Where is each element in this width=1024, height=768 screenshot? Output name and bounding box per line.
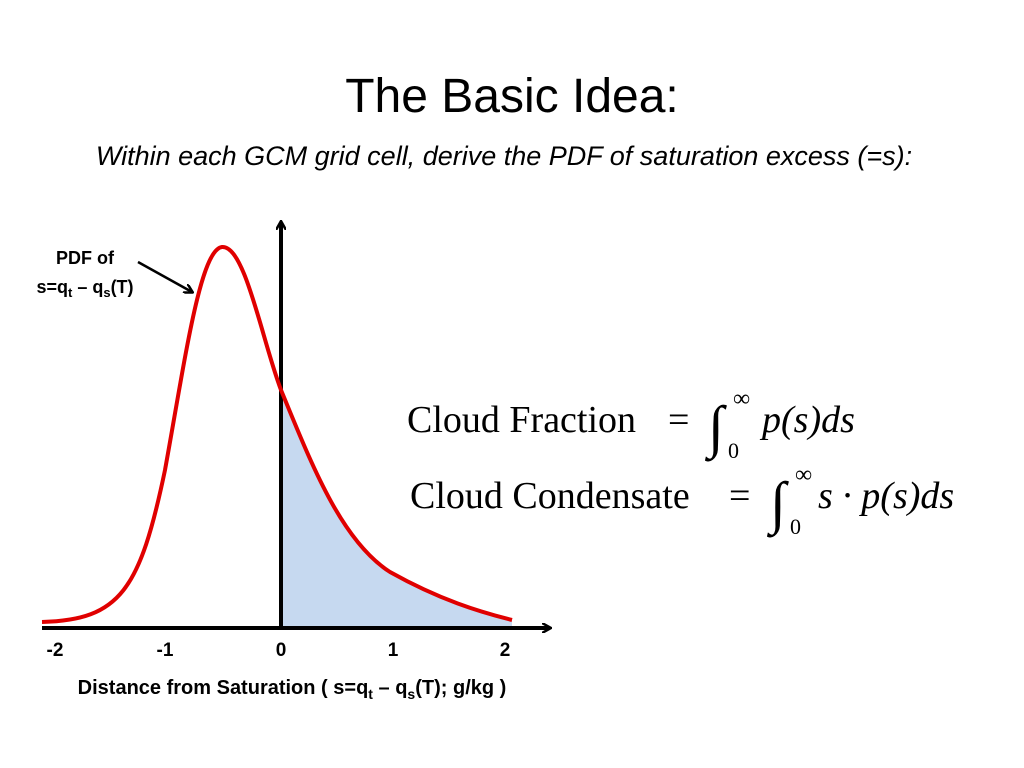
integral: ∫ xyxy=(766,470,789,538)
subscript: s xyxy=(407,686,415,702)
integral: ∫ xyxy=(704,394,727,462)
subscript: s xyxy=(103,285,110,300)
tick-label: 2 xyxy=(500,640,511,661)
text: (T); g/kg ) xyxy=(415,677,506,699)
annotation-arrow xyxy=(137,260,192,292)
text: Distance from Saturation ( s=q xyxy=(78,677,369,699)
annotation-line2: s=qt – qs(T) xyxy=(36,277,133,300)
shaded-area xyxy=(281,390,512,628)
upper-limit: ∞ xyxy=(795,462,812,488)
tick-label: 0 xyxy=(276,640,287,661)
annotation-line1: PDF of xyxy=(56,248,115,268)
equals: = xyxy=(729,475,750,517)
text: – q xyxy=(72,277,103,297)
axis-label: Distance from Saturation ( s=qt – qs(T);… xyxy=(78,677,507,702)
subtitle: Within each GCM grid cell, derive the PD… xyxy=(96,141,912,171)
subscript: t xyxy=(68,285,73,300)
upper-limit: ∞ xyxy=(733,386,750,412)
lower-limit: 0 xyxy=(790,514,801,539)
equation: Cloud Condensate = ∫ ∞ 0 s · p(s)ds xyxy=(410,462,954,539)
text: (T) xyxy=(111,277,134,297)
subscript: t xyxy=(368,686,373,702)
pdf-curve xyxy=(41,245,513,624)
tick-label: -1 xyxy=(157,640,174,661)
equation-lhs: Cloud Condensate xyxy=(410,475,690,517)
text: s=q xyxy=(36,277,68,297)
integrand: p(s)ds xyxy=(759,399,855,441)
title: The Basic Idea: xyxy=(345,70,679,123)
tick-label: 1 xyxy=(388,640,399,661)
lower-limit: 0 xyxy=(728,438,739,463)
equation: Cloud Fraction = ∫ ∞ 0 p(s)ds xyxy=(407,386,855,463)
equation-lhs: Cloud Fraction xyxy=(407,399,636,441)
integrand: s · p(s)ds xyxy=(818,475,954,517)
text: – q xyxy=(373,677,407,699)
equals: = xyxy=(668,399,689,441)
tick-label: -2 xyxy=(47,640,64,661)
